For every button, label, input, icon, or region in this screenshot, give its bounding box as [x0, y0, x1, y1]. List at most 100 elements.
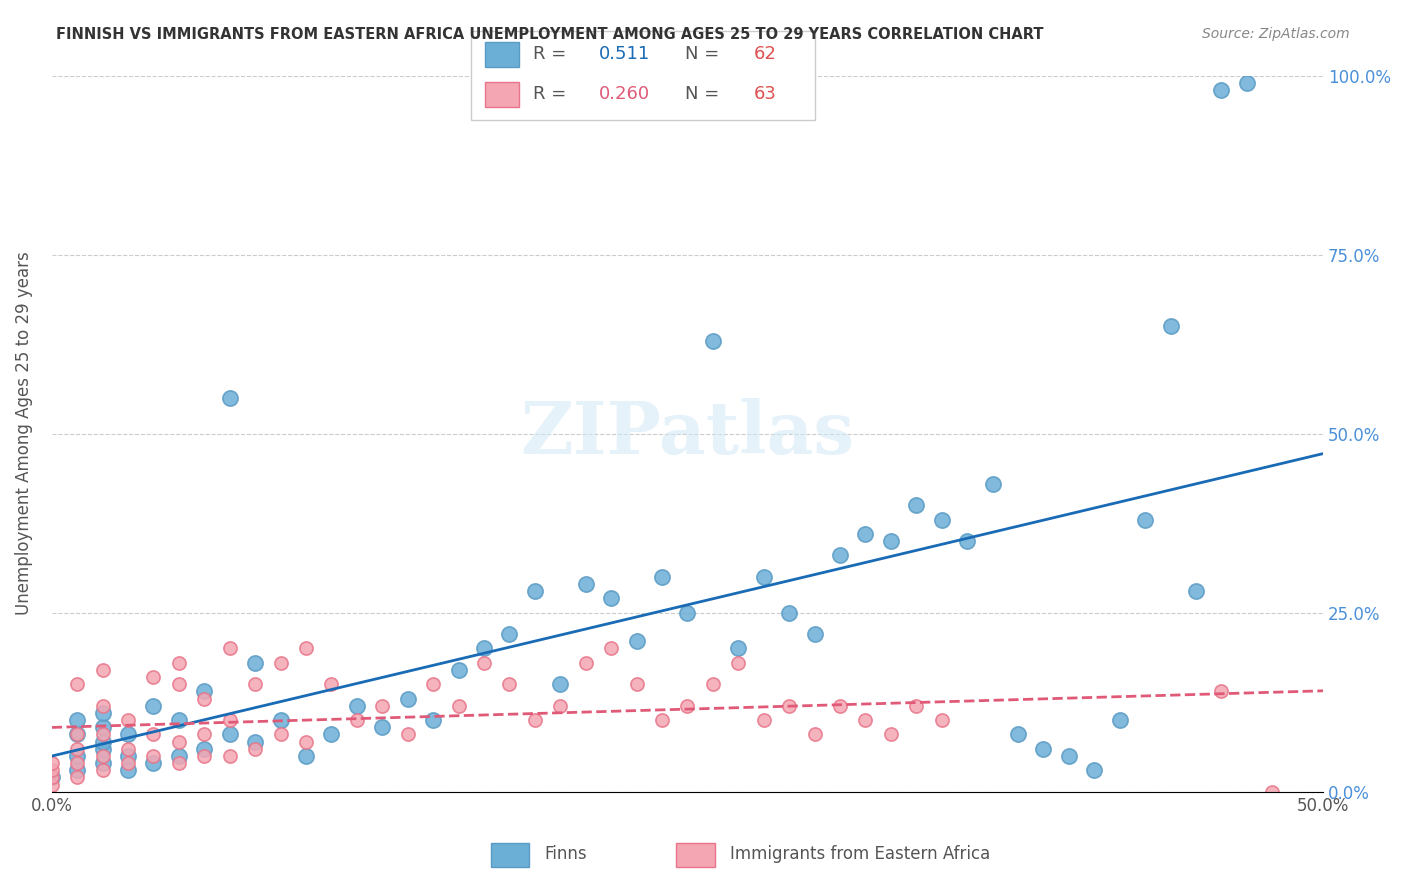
Point: [41, 770, 63, 784]
Point: [1057, 748, 1080, 763]
Point: [1261, 785, 1284, 799]
Point: [702, 334, 724, 348]
Point: [956, 534, 979, 549]
Point: [371, 698, 394, 713]
Point: [880, 534, 903, 549]
Point: [117, 727, 139, 741]
Point: [855, 527, 877, 541]
Point: [193, 748, 215, 763]
Point: [243, 677, 266, 691]
Point: [523, 713, 546, 727]
Point: [41, 770, 63, 784]
Text: 63: 63: [754, 85, 776, 103]
Point: [218, 748, 240, 763]
Point: [981, 476, 1004, 491]
Point: [321, 727, 343, 741]
Point: [91, 734, 114, 748]
Point: [167, 734, 190, 748]
Text: ZIPatlas: ZIPatlas: [520, 398, 855, 469]
Point: [41, 763, 63, 777]
Point: [575, 656, 598, 670]
Point: [752, 570, 775, 584]
Point: [167, 713, 190, 727]
Text: R =: R =: [533, 85, 578, 103]
Point: [550, 698, 572, 713]
Text: R =: R =: [533, 45, 578, 63]
Text: N =: N =: [685, 85, 724, 103]
Point: [218, 641, 240, 656]
Point: [905, 498, 928, 512]
Point: [142, 670, 165, 684]
Point: [193, 727, 215, 741]
Point: [91, 741, 114, 756]
Point: [295, 748, 318, 763]
Point: [676, 606, 699, 620]
Point: [778, 698, 800, 713]
Point: [66, 748, 89, 763]
Point: [828, 698, 851, 713]
Point: [243, 734, 266, 748]
Point: [803, 627, 825, 641]
Point: [575, 577, 598, 591]
Point: [702, 677, 724, 691]
Point: [1236, 76, 1258, 90]
Point: [66, 770, 89, 784]
Point: [498, 677, 520, 691]
Point: [346, 713, 368, 727]
FancyBboxPatch shape: [471, 31, 815, 120]
Point: [91, 748, 114, 763]
Point: [142, 756, 165, 770]
Point: [803, 727, 825, 741]
Point: [117, 748, 139, 763]
Bar: [485, 82, 519, 107]
Point: [295, 734, 318, 748]
Point: [447, 698, 470, 713]
Bar: [491, 843, 529, 867]
Point: [167, 656, 190, 670]
Point: [117, 713, 139, 727]
Text: 62: 62: [754, 45, 776, 63]
Point: [91, 706, 114, 720]
Point: [91, 698, 114, 713]
Point: [142, 748, 165, 763]
Point: [193, 691, 215, 706]
Text: Finns: Finns: [546, 845, 588, 863]
Y-axis label: Unemployment Among Ages 25 to 29 years: Unemployment Among Ages 25 to 29 years: [15, 252, 32, 615]
Point: [295, 641, 318, 656]
Point: [472, 641, 495, 656]
Text: N =: N =: [685, 45, 724, 63]
Point: [346, 698, 368, 713]
Point: [193, 741, 215, 756]
Point: [117, 763, 139, 777]
Point: [778, 606, 800, 620]
Point: [193, 684, 215, 698]
Point: [880, 727, 903, 741]
Point: [472, 656, 495, 670]
Point: [243, 656, 266, 670]
Text: Immigrants from Eastern Africa: Immigrants from Eastern Africa: [731, 845, 991, 863]
Point: [498, 627, 520, 641]
Point: [117, 756, 139, 770]
Point: [931, 713, 953, 727]
Point: [218, 391, 240, 405]
Point: [626, 677, 648, 691]
Point: [91, 727, 114, 741]
Point: [422, 677, 444, 691]
Point: [117, 741, 139, 756]
Point: [651, 713, 673, 727]
Point: [600, 641, 623, 656]
Point: [41, 756, 63, 770]
Point: [142, 698, 165, 713]
Point: [66, 727, 89, 741]
Point: [651, 570, 673, 584]
Point: [447, 663, 470, 677]
Point: [270, 656, 292, 670]
Point: [167, 748, 190, 763]
Point: [218, 727, 240, 741]
Point: [371, 720, 394, 734]
Point: [600, 591, 623, 606]
Point: [243, 741, 266, 756]
Bar: [485, 42, 519, 67]
Point: [66, 741, 89, 756]
Point: [1185, 584, 1208, 599]
